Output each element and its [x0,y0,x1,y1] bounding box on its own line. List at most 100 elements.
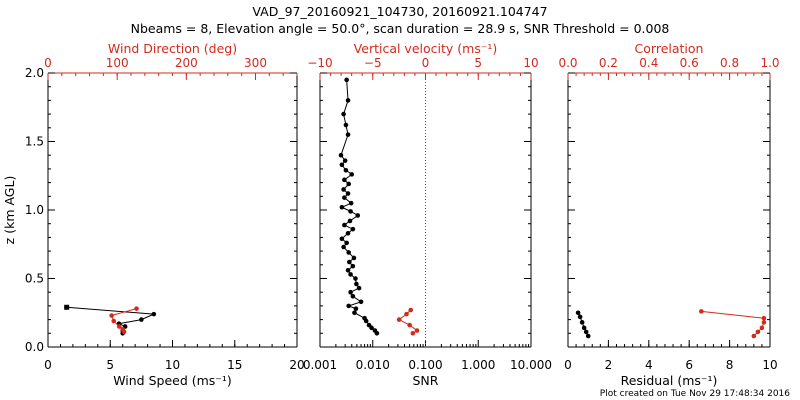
data-point [585,333,591,339]
data-point [575,310,581,316]
data-point [355,213,361,218]
data-point [338,152,344,158]
data-point [408,307,414,313]
data-point [151,311,157,317]
data-point [366,322,372,328]
top-tick-label: 0.6 [680,56,699,70]
top-tick-label: 0.4 [639,56,658,70]
data-point [339,204,345,210]
data-point [342,195,347,200]
top-tick-label: −10 [307,56,332,70]
top-tick-label: 0 [44,56,52,70]
x-tick-label: 15 [227,358,242,372]
x-tick-label: 0.010 [356,358,390,372]
data-point [342,222,347,228]
chart-title-line2: Nbeams = 8, Elevation angle = 50.0°, sca… [131,21,670,36]
data-point [345,191,351,196]
top-tick-label: −5 [364,56,382,70]
data-point [759,325,765,331]
data-point [348,200,354,206]
data-point [345,230,351,236]
data-point [352,310,357,316]
data-point [348,289,353,295]
x-tick-label: 10 [762,358,777,372]
plot-footer: Plot created on Tue Nov 29 17:48:34 2016 [600,389,790,399]
series-line-correlation-1 [701,310,765,337]
top-tick-label: 300 [244,56,267,70]
data-point [339,236,345,242]
top-tick-label: 10 [523,56,538,70]
data-point [349,172,355,177]
x-tick-label: 1.000 [461,358,495,372]
chart-title-line1: VAD_97_20160921_104730, 20160921.104747 [252,4,547,19]
data-point [343,122,349,128]
data-point [347,259,352,265]
x-axis-label: SNR [413,373,439,388]
top-tick-label: 5 [474,56,482,70]
data-point [354,281,359,287]
data-point [410,331,416,336]
data-point [345,132,351,137]
x-tick-label: 0.100 [408,358,442,372]
data-point [755,329,761,335]
top-tick-label: 200 [175,56,198,70]
data-point [109,313,114,318]
y-tick-label: 1.0 [25,203,44,217]
data-point [699,309,704,314]
data-point [339,162,345,168]
data-point [407,322,412,328]
data-point [347,218,353,224]
top-axis-label: Wind Direction (deg) [108,41,237,56]
x-tick-label: 5 [106,358,114,372]
series-line-snr-0 [340,79,378,334]
data-point [345,98,351,103]
y-axis-label: z (km AGL) [2,176,17,245]
panel-wind: 0.0 0.5 1.0 1.5 2.0 z (km AGL) 0 5 10 15 20 Wind Sp… [2,41,305,388]
data-point [341,187,346,192]
data-point [346,303,351,309]
x-tick-label: 10 [165,358,180,372]
x-tick-label: 0.001 [303,358,337,372]
data-point [761,320,767,325]
data-point [358,299,364,305]
data-point [577,314,583,320]
y-tick-label: 1.5 [25,135,44,149]
x-axis-label: Wind Speed (ms⁻¹) [113,373,232,388]
y-tick-label: 0.0 [25,340,44,354]
panel-correlation: 0 2 4 6 8 10 Residual (ms⁻¹) 0.0 0.2 0.4 0.6 0.8 1.0… [558,41,779,388]
data-point [583,329,589,335]
data-point [414,328,420,333]
x-tick-label: 0 [564,358,572,372]
top-tick-label: 100 [106,56,129,70]
top-axis-label: Correlation [635,41,704,56]
x-tick-label: 6 [685,358,693,372]
data-point [139,317,144,322]
data-point [396,317,402,322]
data-point [353,276,358,281]
y-tick-label: 0.5 [25,272,44,286]
data-point [116,324,122,329]
x-tick-label: 2 [605,358,613,372]
data-point [342,158,348,163]
top-tick-label: 0.2 [599,56,618,70]
data-point [346,181,351,187]
top-tick-label: 0.0 [558,56,577,70]
data-point [579,320,585,325]
data-point [111,318,117,324]
data-point [341,244,346,250]
data-point [343,167,349,173]
data-point [351,255,357,261]
x-tick-label: 20 [289,358,304,372]
data-point [120,326,125,332]
data-point [341,111,346,117]
data-point [134,306,139,311]
data-point [348,272,353,277]
x-tick-label: 8 [726,358,734,372]
panel-snr: 0.001 0.010 0.100 1.000 10.000 SNR −10 −5 0 5 10 Ve… [303,41,552,388]
data-point [761,315,767,321]
data-point [356,285,362,291]
data-point [348,209,353,214]
data-point [581,325,587,331]
top-tick-label: 1.0 [760,56,779,70]
